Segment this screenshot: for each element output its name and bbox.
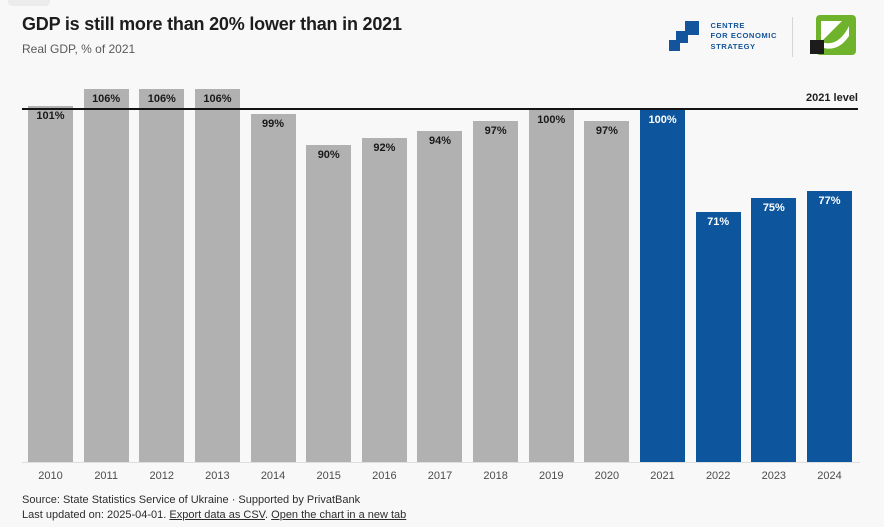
- bar-slot: 94%: [417, 131, 463, 463]
- bar-2013[interactable]: 106%: [194, 88, 240, 463]
- bar-slot: 100%: [640, 110, 686, 463]
- bar-slot: 106%: [83, 88, 129, 463]
- bar-2014[interactable]: 99%: [250, 113, 296, 463]
- ces-stairs-icon: [669, 21, 700, 51]
- ces-logo-text: CENTRE FOR ECONOMIC STRATEGY: [710, 21, 777, 52]
- bar-value-label: 100%: [648, 114, 677, 126]
- bar-2019[interactable]: 100%: [528, 110, 574, 463]
- bar-value-label: 99%: [262, 117, 285, 130]
- bar-value-label: 97%: [484, 124, 507, 137]
- reference-line-label: 2021 level: [806, 92, 858, 104]
- bar-value-label: 75%: [762, 202, 785, 215]
- x-tick-2018: 2018: [483, 470, 508, 482]
- bar-slot: 90%: [306, 145, 352, 463]
- bar-slot: 99%: [250, 113, 296, 463]
- bar-2023[interactable]: 75%: [751, 198, 797, 463]
- x-axis-labels: 2010 2011 2012 2013 2014 2015 2016 2017 2018 2019…: [22, 470, 858, 482]
- x-tick-2019: 2019: [539, 470, 564, 482]
- title-block: GDP is still more than 20% lower than in…: [22, 13, 402, 56]
- x-tick-2023: 2023: [761, 470, 787, 482]
- reference-line: [22, 108, 858, 110]
- bar-value-label: 97%: [595, 124, 618, 137]
- x-tick-2021: 2021: [650, 470, 675, 482]
- x-tick-2022: 2022: [705, 470, 731, 482]
- chart-header: GDP is still more than 20% lower than in…: [0, 0, 884, 58]
- bar-value-label: 71%: [707, 216, 730, 229]
- x-tick-2011: 2011: [94, 470, 118, 482]
- ces-logo-line: CENTRE: [710, 21, 746, 31]
- ces-logo-line: FOR ECONOMIC: [710, 31, 777, 41]
- bar-slot: 106%: [139, 88, 185, 463]
- bar-value-label: 101%: [36, 110, 65, 123]
- page-title: GDP is still more than 20% lower than in…: [22, 14, 402, 34]
- bar-2011[interactable]: 106%: [83, 88, 129, 463]
- bar-2022[interactable]: 71%: [695, 212, 741, 463]
- source-note: Source: State Statistics Service of Ukra…: [22, 494, 361, 506]
- x-tick-2016: 2016: [372, 470, 397, 482]
- bar-slot: 77%: [806, 191, 852, 463]
- chart-subtitle: Real GDP, % of 2021: [22, 42, 136, 56]
- bar-value-label: 90%: [317, 149, 340, 162]
- bar-2017[interactable]: 94%: [417, 131, 463, 463]
- bar-slot: 100%: [528, 110, 574, 463]
- bar-slot: 97%: [584, 120, 630, 463]
- bar-2016[interactable]: 92%: [361, 138, 407, 463]
- updated-row: Last updated on: 2025-04-01. Export data…: [22, 508, 858, 523]
- x-tick-2020: 2020: [594, 470, 620, 482]
- bar-2012[interactable]: 106%: [139, 88, 185, 463]
- bar-2015[interactable]: 90%: [306, 145, 352, 463]
- bar-value-label: 106%: [92, 92, 121, 105]
- bar-value-label: 77%: [818, 195, 841, 208]
- bar-2021[interactable]: 100%: [640, 110, 686, 463]
- bars-area: 101% 106% 106% 106% 99% 90% 92% 94% 97% 100% 97% 10…: [22, 78, 858, 463]
- x-tick-2024: 2024: [817, 470, 842, 482]
- open-chart-link[interactable]: Open the chart in a new tab: [271, 509, 407, 522]
- bar-value-label: 92%: [373, 142, 396, 155]
- privatbank-logo[interactable]: [808, 14, 858, 59]
- bar-slot: 75%: [751, 198, 797, 463]
- ces-logo-line: STRATEGY: [710, 41, 756, 51]
- bar-2024[interactable]: 77%: [806, 191, 852, 463]
- x-tick-2017: 2017: [427, 470, 453, 482]
- bar-slot: 101%: [28, 106, 73, 463]
- bar-slot: 92%: [361, 138, 407, 463]
- x-tick-2013: 2013: [205, 470, 230, 482]
- x-tick-2012: 2012: [149, 470, 175, 482]
- ces-logo[interactable]: CENTRE FOR ECONOMIC STRATEGY: [669, 20, 777, 53]
- bar-value-label: 106%: [203, 92, 232, 105]
- bar-value-label: 106%: [147, 92, 176, 105]
- export-csv-link[interactable]: Export data as CSV: [169, 509, 266, 522]
- bar-chart: 101% 106% 106% 106% 99% 90% 92% 94% 97% 100% 97% 10…: [22, 78, 860, 463]
- x-tick-2015: 2015: [316, 470, 341, 482]
- bar-slot: 71%: [695, 212, 741, 463]
- bar-value-label: 100%: [537, 114, 566, 126]
- bar-2020[interactable]: 97%: [584, 120, 630, 463]
- x-tick-2010: 2010: [38, 470, 63, 482]
- bar-slot: 97%: [473, 120, 519, 463]
- corner-artifact: [8, 0, 50, 6]
- link-separator: .: [265, 509, 269, 522]
- x-tick-2014: 2014: [260, 470, 286, 482]
- bar-slot: 106%: [194, 88, 240, 463]
- bar-value-label: 94%: [428, 135, 451, 148]
- logo-group: CENTRE FOR ECONOMIC STRATEGY: [669, 14, 858, 59]
- last-updated-text: Last updated on: 2025-04-01.: [22, 509, 167, 522]
- bar-2018[interactable]: 97%: [473, 120, 519, 463]
- logo-divider: [792, 16, 793, 57]
- bar-2010[interactable]: 101%: [28, 106, 73, 463]
- chart-footer: Source: State Statistics Service of Ukra…: [22, 493, 858, 524]
- x-axis-line: [22, 462, 860, 463]
